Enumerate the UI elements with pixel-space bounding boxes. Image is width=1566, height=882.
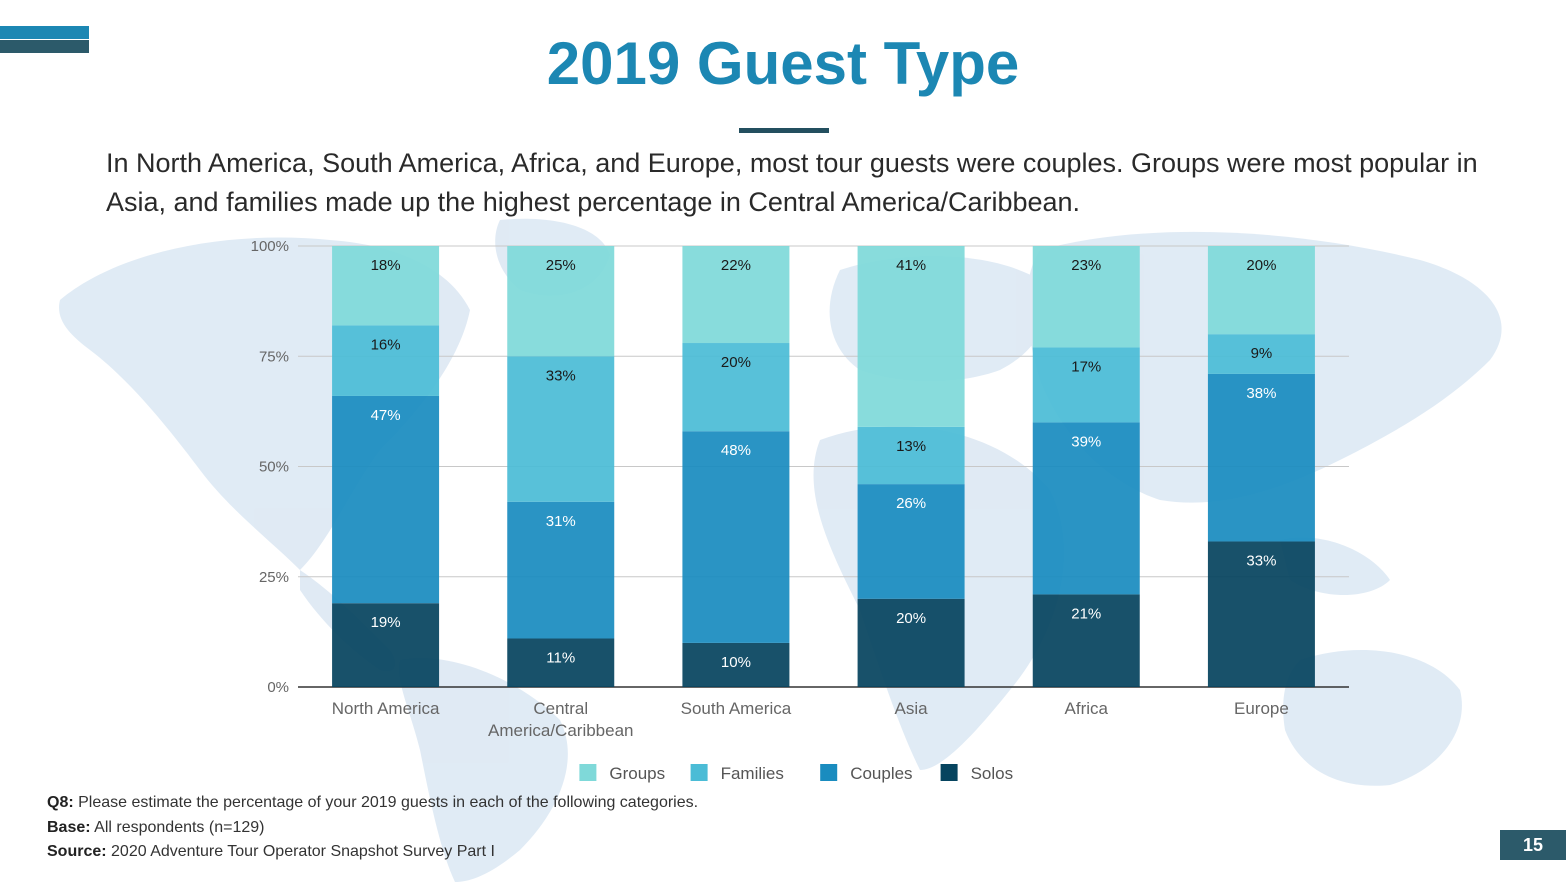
bar-segment-families (332, 325, 440, 396)
data-label: 18% (371, 257, 401, 274)
bar-segment-solos (507, 638, 615, 687)
data-label: 20% (896, 610, 926, 627)
data-label: 20% (721, 354, 751, 371)
chart-gridlines (298, 245, 1349, 688)
slide-title: 2019 Guest Type (546, 30, 1020, 97)
x-tick-label: Asia (895, 699, 929, 718)
data-label: 39% (1071, 433, 1101, 450)
data-label: 10% (721, 654, 751, 671)
footnote-question-label: Q8: (47, 794, 74, 811)
bar-segment-couples (857, 484, 965, 599)
legend-label: Groups (609, 764, 665, 783)
footnote-base: Base: All respondents (n=129) (47, 816, 947, 841)
bar-segment-groups (682, 246, 790, 344)
slide-subtitle: In North America, South America, Africa,… (106, 148, 1478, 217)
bar-segment-groups (857, 246, 965, 427)
chart-y-axis: 0% 25% 50% 75% 100% (251, 238, 289, 696)
data-label: 13% (896, 438, 926, 455)
bar-segment-groups (1207, 246, 1315, 335)
footnote-source-label: Source: (47, 843, 107, 860)
data-label: 23% (1071, 257, 1101, 274)
x-tick-label: Africa (1065, 699, 1109, 718)
chart-legend: Groups Families Couples Solos (579, 764, 1013, 783)
bar-segment-families (857, 426, 965, 485)
y-tick-label: 75% (259, 348, 289, 365)
chart-data-labels: 19% 47% 16% 18% 11% 31% 33% 25% 10% 48% 20% 22% 20% 2… (371, 257, 1277, 671)
x-tick-label: South America (681, 699, 792, 718)
data-label: 21% (1071, 605, 1101, 622)
data-label: 41% (896, 257, 926, 274)
data-label: 48% (721, 442, 751, 459)
bar-segment-families (682, 343, 790, 432)
chart-x-axis: North America Central America/Caribbean Sou… (332, 699, 1289, 740)
footnotes: Q8: Please estimate the percentage of yo… (47, 791, 947, 865)
x-tick-label: Central (533, 699, 588, 718)
data-label: 19% (371, 614, 401, 631)
legend-swatch-groups (579, 764, 597, 781)
data-label: 33% (1246, 552, 1276, 569)
data-label: 9% (1251, 345, 1273, 362)
legend-swatch-families (690, 764, 708, 781)
bar-segment-solos (682, 642, 790, 687)
bar-segment-couples (1207, 373, 1315, 542)
y-tick-label: 0% (267, 679, 289, 696)
y-tick-label: 50% (259, 459, 289, 476)
legend-label: Solos (971, 764, 1014, 783)
x-tick-label: America/Caribbean (488, 721, 634, 740)
bar-segment-solos (857, 598, 965, 687)
footnote-base-text: All respondents (n=129) (94, 818, 265, 836)
data-label: 22% (721, 257, 751, 274)
page-number: 15 (1500, 830, 1566, 860)
bar-segment-couples (1032, 422, 1140, 595)
legend-label: Families (721, 764, 784, 783)
y-tick-label: 100% (251, 238, 289, 255)
legend-swatch-solos (940, 764, 958, 781)
data-label: 16% (371, 336, 401, 353)
bar-segment-couples (682, 431, 790, 643)
chart-bars (332, 246, 1315, 687)
bar-segment-families (1032, 347, 1140, 423)
data-label: 38% (1246, 385, 1276, 402)
x-tick-label: Europe (1234, 699, 1289, 718)
title-underline (739, 128, 829, 133)
data-label: 26% (896, 495, 926, 512)
bar-segment-groups (507, 246, 615, 357)
bar-segment-couples (332, 395, 440, 604)
data-label: 20% (1246, 257, 1276, 274)
footnote-source-text: 2020 Adventure Tour Operator Snapshot Su… (111, 843, 495, 860)
data-label: 33% (546, 367, 576, 384)
legend-swatch-couples (820, 764, 838, 781)
legend-label: Couples (850, 764, 912, 783)
bar-segment-groups (332, 246, 440, 326)
bar-segment-families (1207, 334, 1315, 374)
corner-accent-bar-dark (0, 40, 89, 53)
footnote-base-label: Base: (47, 818, 91, 836)
data-label: 25% (546, 257, 576, 274)
bar-segment-families (507, 356, 615, 502)
bar-segment-solos (1032, 594, 1140, 687)
bar-segment-groups (1032, 246, 1140, 348)
footnote-question-text: Please estimate the percentage of your 2… (78, 794, 699, 811)
bar-segment-solos (1207, 541, 1315, 687)
bar-segment-couples (507, 501, 615, 639)
footnote-question: Q8: Please estimate the percentage of yo… (47, 791, 947, 816)
data-label: 31% (546, 513, 576, 530)
x-tick-label: North America (332, 699, 440, 718)
bar-segment-solos (332, 603, 440, 687)
footnote-source: Source: 2020 Adventure Tour Operator Sna… (47, 840, 947, 865)
data-label: 11% (546, 649, 575, 666)
corner-accent-bar (0, 26, 89, 39)
data-label: 17% (1071, 358, 1101, 375)
data-label: 47% (371, 407, 401, 424)
y-tick-label: 25% (259, 569, 289, 586)
